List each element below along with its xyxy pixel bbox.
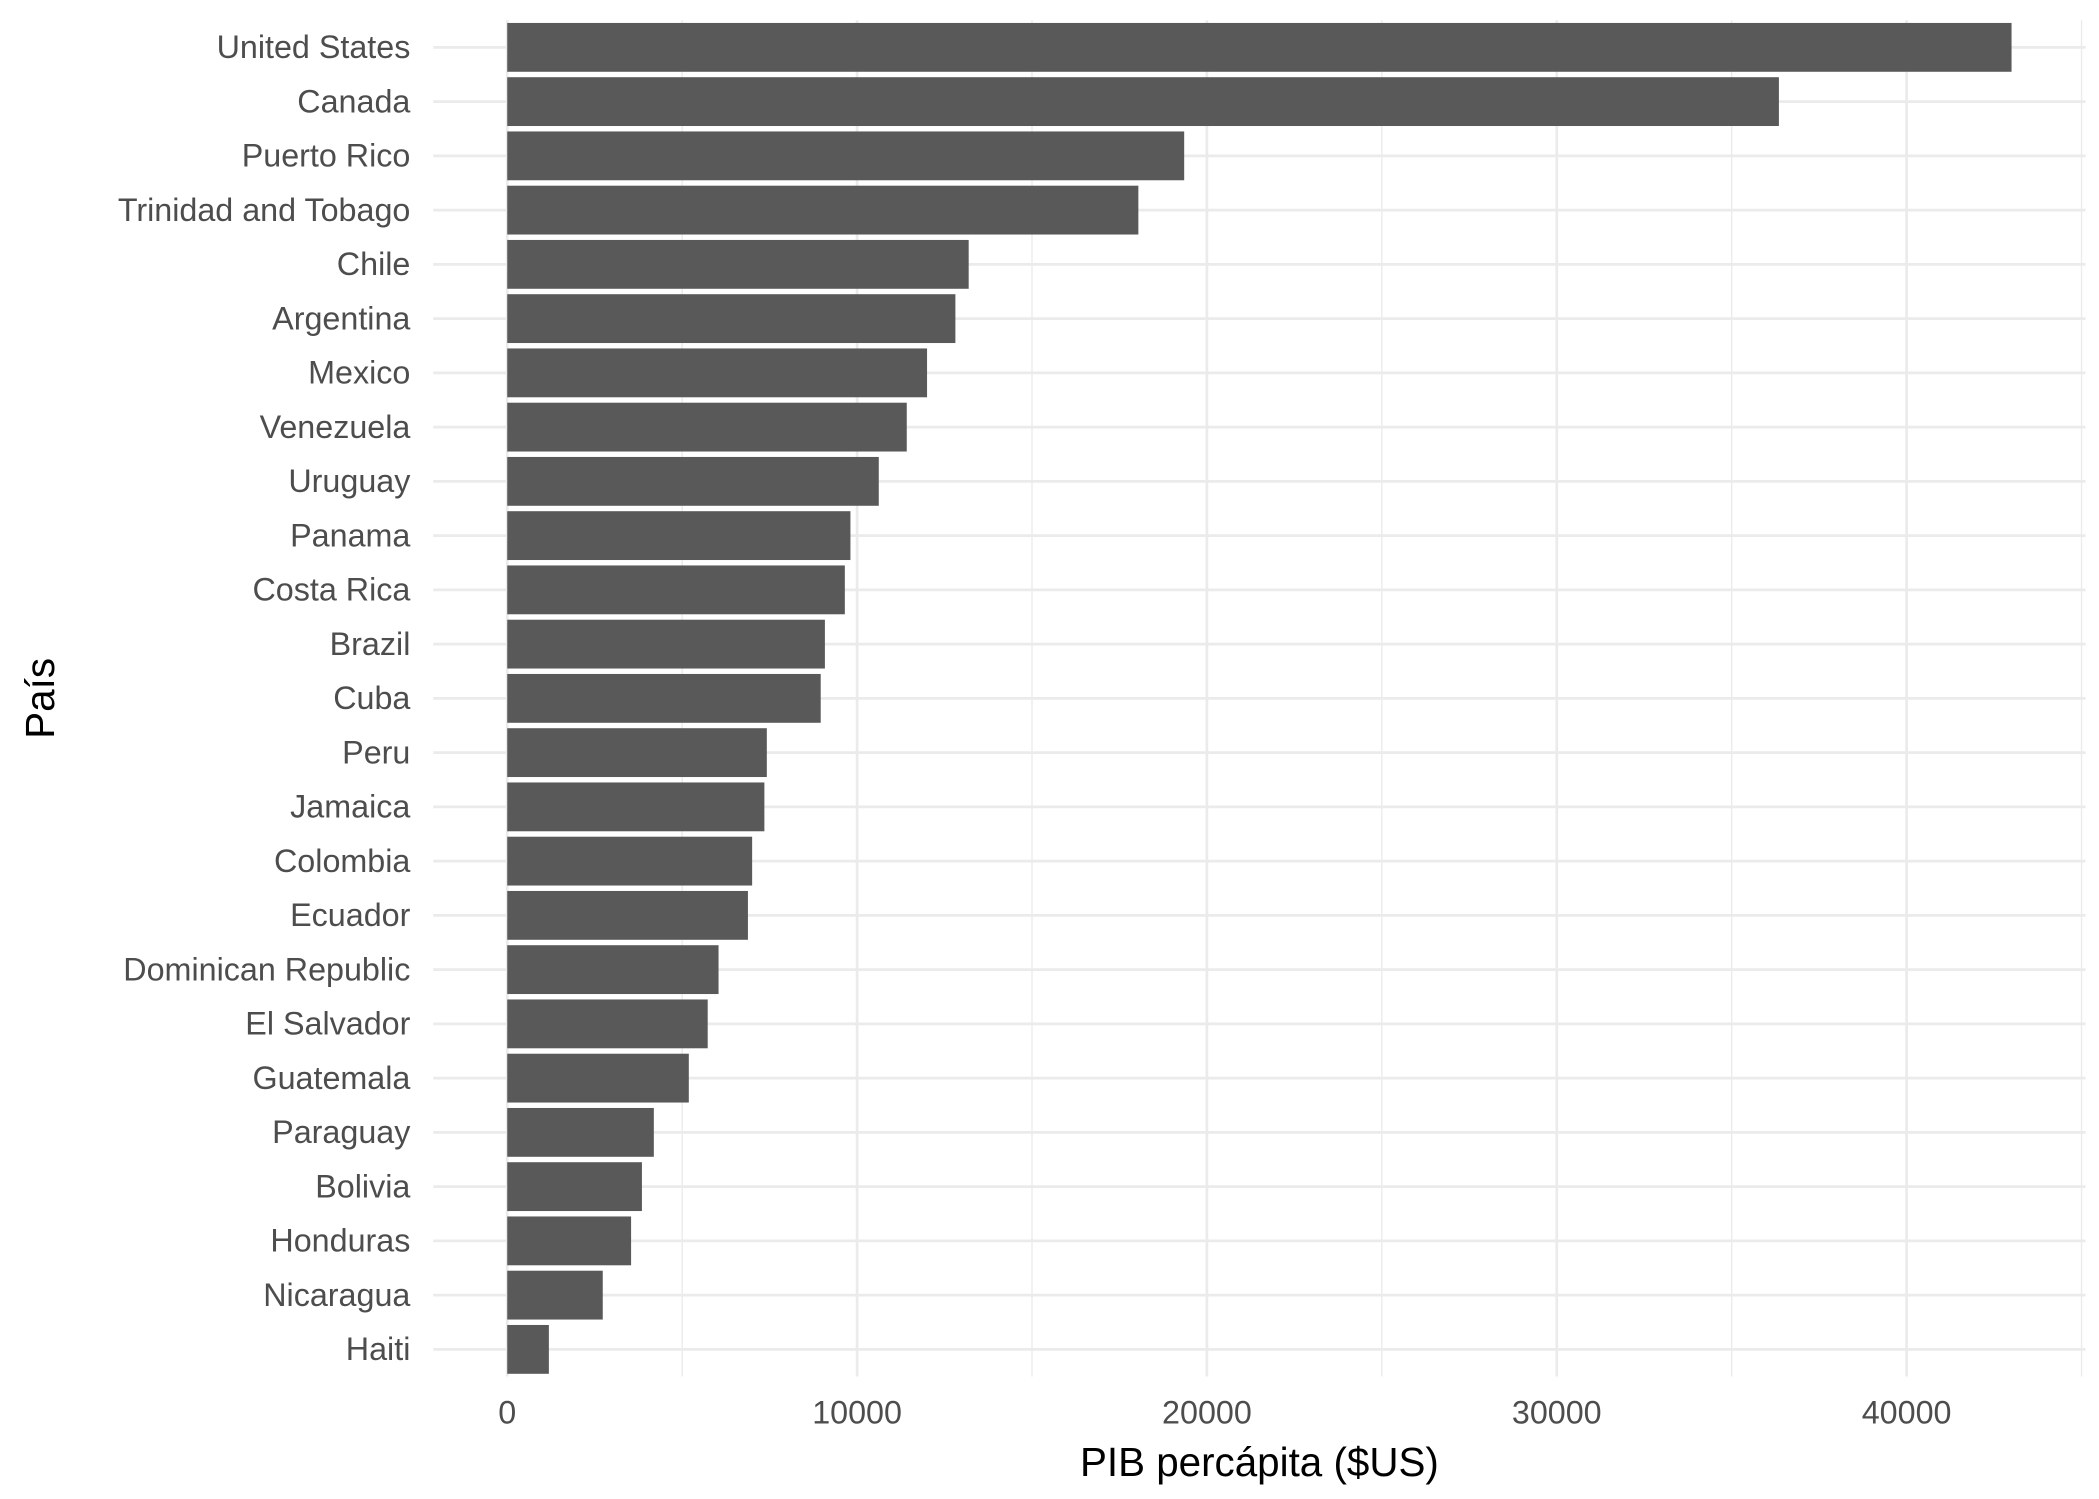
y-tick-label: Cuba (333, 680, 410, 716)
y-tick-label: Puerto Rico (242, 138, 411, 174)
y-tick-label: Mexico (308, 355, 410, 391)
bar-el-salvador (507, 999, 708, 1049)
y-tick-label: Jamaica (290, 789, 410, 825)
bar-haiti (507, 1324, 549, 1374)
x-axis-title: PIB percápita ($US) (1080, 1439, 1439, 1485)
bar-costa-rica (507, 565, 845, 615)
bar-dominican-republic (507, 945, 719, 995)
bars (507, 22, 2012, 1374)
y-tick-label: Peru (342, 734, 410, 770)
y-tick-labels: United States Canada Puerto Rico Trinidad a… (118, 29, 411, 1367)
y-tick-label: Uruguay (288, 463, 411, 499)
bar-brazil (507, 619, 825, 669)
bar-cuba (507, 673, 821, 723)
bar-uruguay (507, 456, 879, 506)
y-tick-label: Dominican Republic (123, 951, 410, 987)
x-tick-label: 40000 (1862, 1395, 1952, 1431)
y-tick-label: El Salvador (245, 1006, 410, 1042)
x-tick-label: 0 (498, 1395, 516, 1431)
bar-guatemala (507, 1053, 689, 1103)
y-tick-label: Paraguay (272, 1114, 411, 1150)
bar-venezuela (507, 402, 907, 452)
bar-ecuador (507, 890, 748, 940)
y-tick-label: Chile (337, 246, 411, 282)
bar-jamaica (507, 782, 765, 832)
y-tick-label: Canada (297, 83, 410, 119)
bar-trinidad-and-tobago (507, 185, 1139, 235)
x-tick-label: 30000 (1512, 1395, 1602, 1431)
y-tick-label: Argentina (272, 300, 410, 336)
bar-bolivia (507, 1162, 642, 1212)
bar-honduras (507, 1216, 632, 1266)
y-tick-label: Guatemala (252, 1060, 410, 1096)
y-tick-label: Nicaragua (263, 1277, 410, 1313)
bar-united-states (507, 22, 2012, 72)
y-tick-label: Trinidad and Tobago (118, 192, 411, 228)
y-tick-label: Colombia (274, 843, 410, 879)
y-tick-label: Costa Rica (252, 572, 410, 608)
y-tick-label: Panama (290, 517, 410, 553)
x-tick-labels: 0 10000 20000 30000 40000 (498, 1395, 1951, 1431)
bar-argentina (507, 294, 956, 344)
y-tick-label: Haiti (346, 1331, 411, 1367)
y-tick-label: Venezuela (260, 409, 411, 445)
bar-puerto-rico (507, 131, 1185, 181)
bar-paraguay (507, 1107, 654, 1157)
x-tick-label: 10000 (812, 1395, 902, 1431)
bar-canada (507, 77, 1779, 127)
y-tick-label: United States (217, 29, 411, 65)
bar-panama (507, 511, 851, 561)
y-axis-title: País (17, 658, 63, 739)
y-tick-label: Honduras (270, 1223, 410, 1259)
bar-mexico (507, 348, 928, 398)
bar-peru (507, 728, 767, 778)
bar-colombia (507, 836, 753, 886)
x-tick-label: 20000 (1162, 1395, 1252, 1431)
y-tick-label: Bolivia (315, 1168, 410, 1204)
bar-nicaragua (507, 1270, 603, 1320)
y-tick-label: Ecuador (290, 897, 410, 933)
bar-chile (507, 239, 969, 289)
y-tick-label: Brazil (330, 626, 411, 662)
